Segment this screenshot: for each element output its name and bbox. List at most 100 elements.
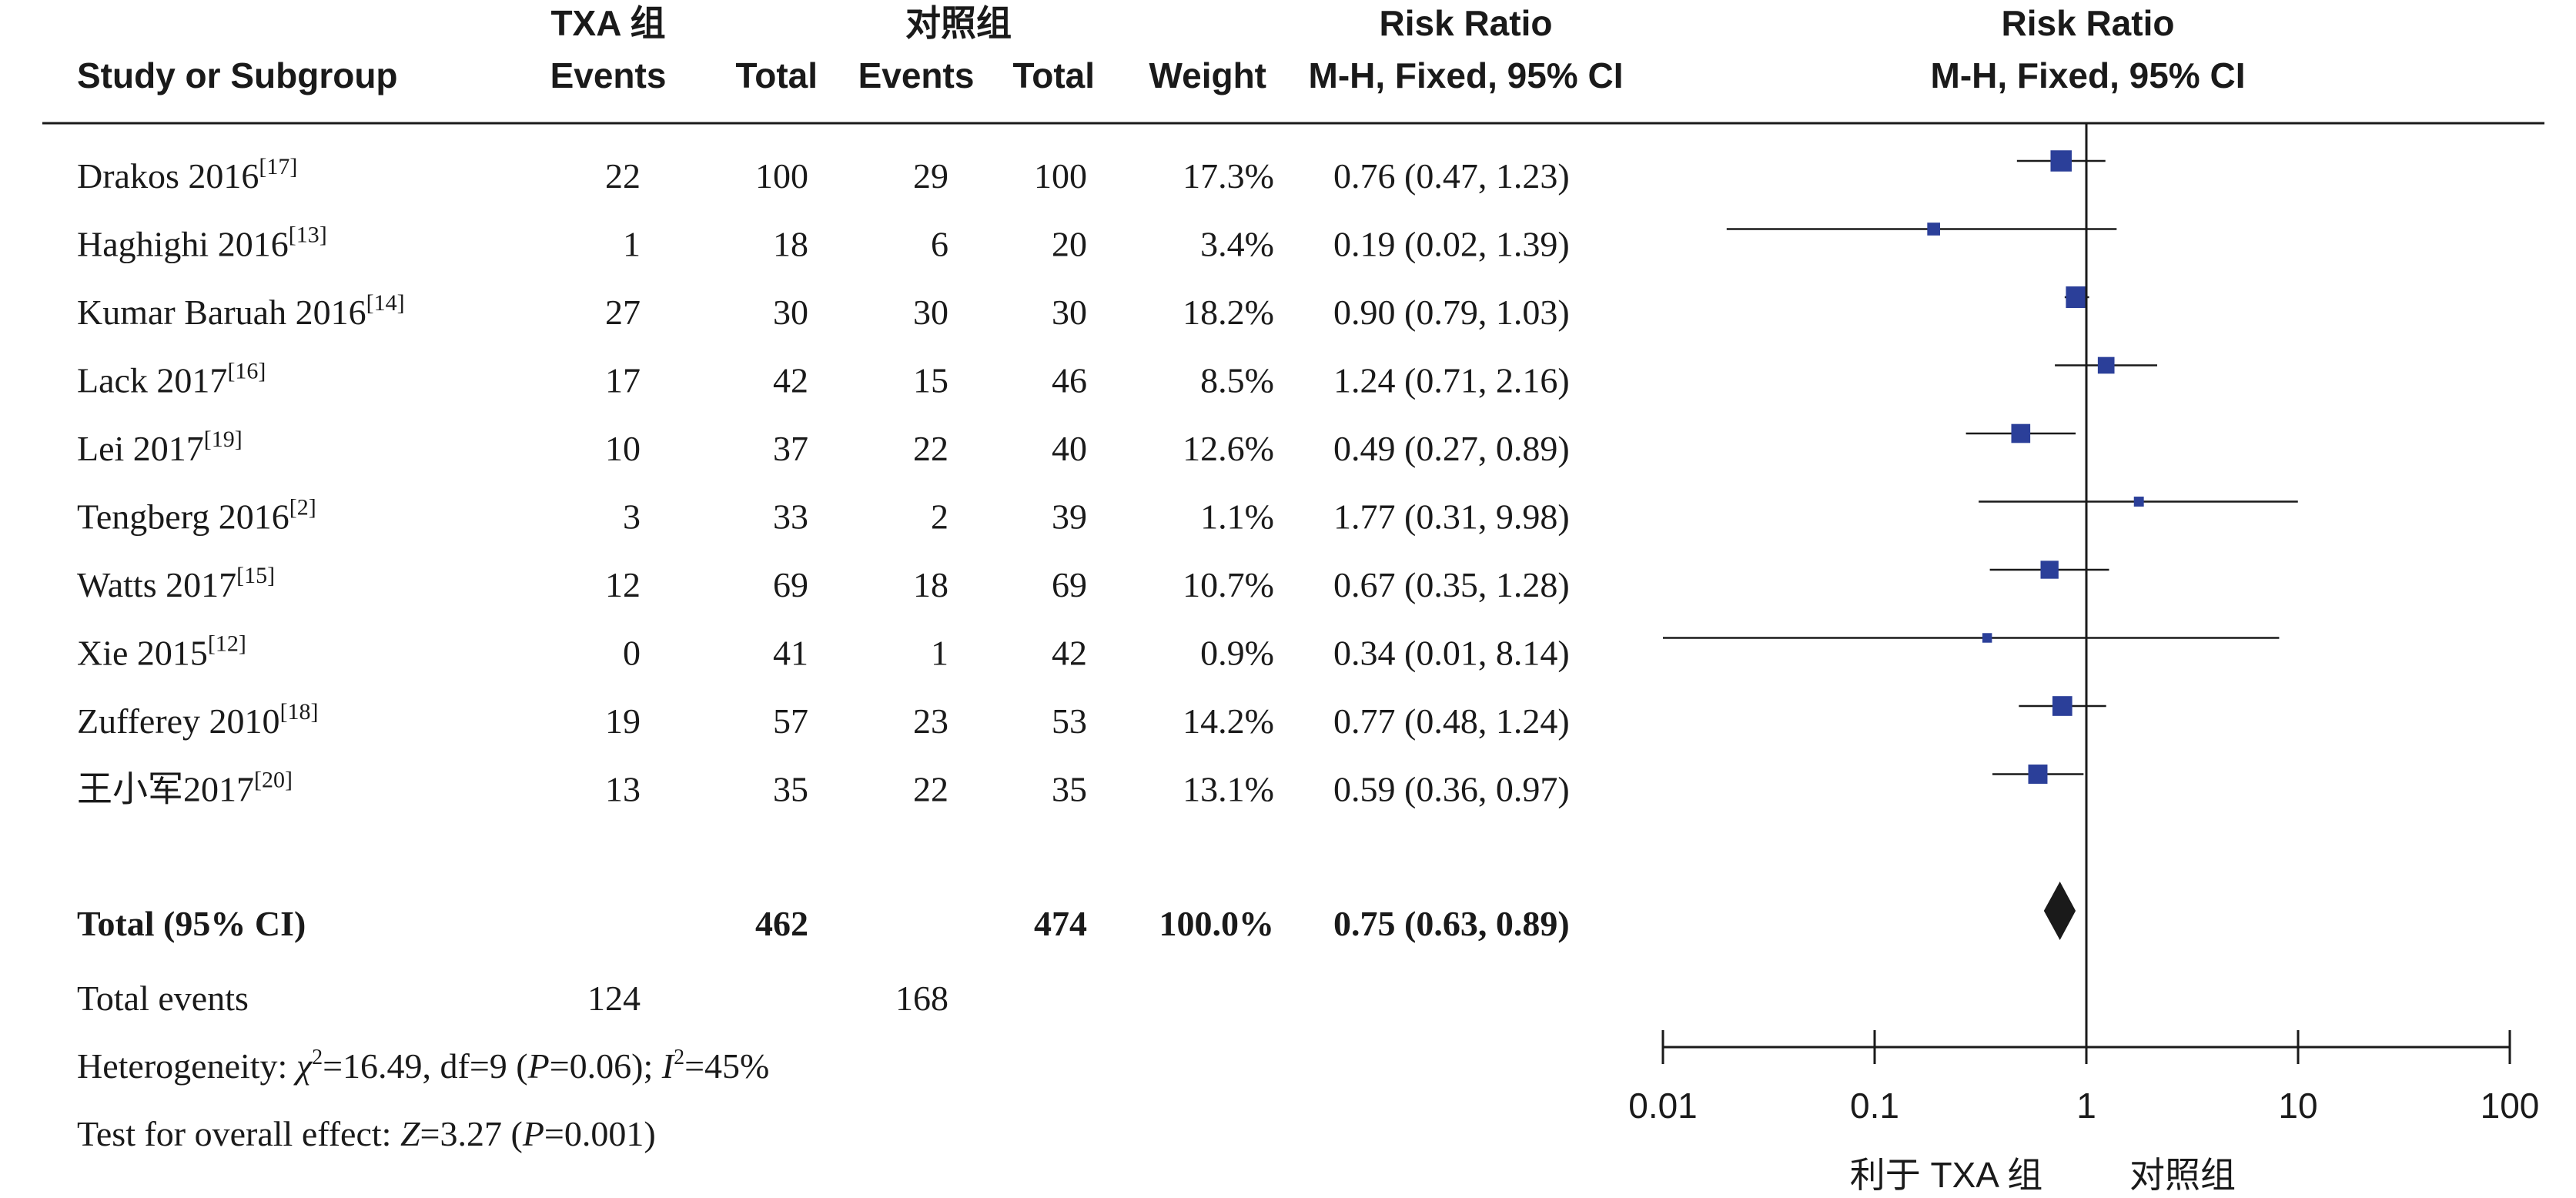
study-row: Haghighi 2016[13] 1 18 6 20 3.4% 0.19 (0.02, 1… [77, 223, 1570, 264]
study-name-text: Xie 2015 [77, 634, 208, 673]
study-weight: 3.4% [1200, 225, 1274, 264]
effect-square [2066, 286, 2088, 308]
study-reference: [20] [254, 768, 293, 793]
study-reference: [19] [204, 427, 243, 452]
study-row: Watts 2017[15] 12 69 18 69 10.7% 0.67 (0.35, 1… [77, 563, 1570, 604]
study-row: 王小军2017[20] 13 35 22 35 13.1% 0.59 (0.36, 0.97… [77, 768, 1570, 809]
pooled-diamond [2043, 882, 2076, 940]
study-reference: [16] [227, 359, 266, 384]
heterogeneity-chi-value: =16.49, df=9 ( [323, 1046, 528, 1086]
effect-square [2040, 561, 2059, 579]
effect-square [2052, 696, 2073, 716]
study-ci: 0.49 (0.27, 0.89) [1333, 429, 1570, 468]
total-label: Total (95% CI) [77, 904, 306, 943]
heterogeneity-i-symbol: I [661, 1046, 676, 1086]
study-ci: 0.34 (0.01, 8.14) [1333, 634, 1570, 673]
study-weight: 10.7% [1183, 565, 1274, 604]
header-weight: Weight [1149, 55, 1266, 95]
study-total-2: 30 [1052, 293, 1087, 332]
study-name-text: Watts 2017 [77, 565, 236, 604]
effect-square [1927, 223, 1940, 236]
study-events-1: 1 [623, 225, 641, 264]
study-reference: [2] [289, 495, 316, 520]
study-rows: Drakos 2016[17] 22 100 29 100 17.3% 0.76 (0.47… [77, 154, 1570, 809]
overall-effect-p-value: =0.001) [544, 1114, 656, 1153]
heterogeneity-chi-symbol: χ [293, 1046, 313, 1086]
overall-effect-text: Test for overall effect: Z=3.27 (P=0.001… [77, 1114, 656, 1153]
effect-square [2133, 497, 2144, 507]
header-total-2: Total [1013, 55, 1095, 95]
study-weight: 12.6% [1183, 429, 1274, 468]
study-ci: 0.90 (0.79, 1.03) [1333, 293, 1570, 332]
study-total-1: 57 [773, 701, 808, 741]
effect-square [2028, 765, 2048, 784]
study-total-2: 46 [1052, 361, 1087, 400]
effect-square [1982, 633, 1992, 643]
header-rr-title: Risk Ratio [1380, 3, 1553, 43]
header-events-2: Events [858, 55, 975, 95]
study-reference: [15] [236, 563, 275, 588]
header-study: Study or Subgroup [77, 55, 398, 95]
x-tick-label: 1 [2076, 1086, 2096, 1126]
total-n1: 462 [755, 904, 808, 943]
study-ci: 1.24 (0.71, 2.16) [1333, 361, 1570, 400]
study-ci: 0.59 (0.36, 0.97) [1333, 770, 1570, 809]
study-events-2: 29 [913, 156, 948, 196]
study-row: Drakos 2016[17] 22 100 29 100 17.3% 0.76 (0.47… [77, 154, 1570, 196]
study-events-1: 22 [605, 156, 641, 196]
study-events-1: 12 [605, 565, 641, 604]
study-reference: [17] [259, 154, 297, 179]
study-reference: [13] [289, 223, 327, 248]
study-name-text: Lei 2017 [77, 429, 204, 468]
study-name: 王小军2017[20] [77, 768, 293, 809]
heterogeneity-p-symbol: P [527, 1046, 550, 1086]
study-total-1: 41 [773, 634, 808, 673]
study-total-2: 100 [1034, 156, 1087, 196]
study-row: Zufferey 2010[18] 19 57 23 53 14.2% 0.77 (0.48… [77, 699, 1570, 741]
study-events-2: 18 [913, 565, 948, 604]
study-name-text: Lack 2017 [77, 361, 227, 400]
study-ci: 0.76 (0.47, 1.23) [1333, 156, 1570, 196]
study-total-2: 53 [1052, 701, 1087, 741]
study-row: Xie 2015[12] 0 41 1 42 0.9% 0.34 (0.01, 8.14) [77, 631, 1570, 673]
study-total-1: 18 [773, 225, 808, 264]
header-group2: 对照组 [905, 3, 1012, 43]
study-events-2: 22 [913, 429, 948, 468]
study-weight: 13.1% [1183, 770, 1274, 809]
study-name-text: Tengberg 2016 [77, 497, 289, 537]
study-total-2: 42 [1052, 634, 1087, 673]
study-ci: 0.67 (0.35, 1.28) [1333, 565, 1570, 604]
study-name: Tengberg 2016[2] [77, 495, 316, 537]
total-n2: 474 [1034, 904, 1087, 943]
study-name: Zufferey 2010[18] [77, 699, 319, 741]
study-name: Xie 2015[12] [77, 631, 246, 673]
study-events-1: 13 [605, 770, 641, 809]
study-events-1: 17 [605, 361, 641, 400]
total-weight: 100.0% [1159, 904, 1275, 943]
study-name-text: Zufferey 2010 [77, 701, 280, 741]
plot-area: 0.01 0.1 1 10 100 [1628, 123, 2539, 1126]
study-reference: [14] [366, 290, 405, 316]
study-total-2: 20 [1052, 225, 1087, 264]
total-events-e1: 124 [587, 979, 641, 1018]
study-total-1: 33 [773, 497, 808, 537]
study-reference: [12] [208, 631, 246, 657]
total-events-label: Total events [77, 979, 249, 1018]
study-weight: 17.3% [1183, 156, 1274, 196]
study-events-2: 6 [931, 225, 948, 264]
study-name: Lack 2017[16] [77, 359, 266, 400]
study-name-text: 王小军2017 [77, 770, 254, 809]
x-tick-label: 0.1 [1850, 1086, 1899, 1126]
study-ci: 1.77 (0.31, 9.98) [1333, 497, 1570, 537]
study-total-1: 30 [773, 293, 808, 332]
study-ci: 0.77 (0.48, 1.24) [1333, 701, 1570, 741]
effect-square [2097, 356, 2115, 374]
effect-square [2050, 150, 2072, 172]
study-name-text: Drakos 2016 [77, 156, 259, 196]
study-row: Kumar Baruah 2016[14] 27 30 30 30 18.2% 0.90 (… [77, 290, 1570, 332]
study-name-text: Kumar Baruah 2016 [77, 293, 366, 332]
header-group1: TXA 组 [550, 3, 665, 43]
study-events-2: 15 [913, 361, 948, 400]
